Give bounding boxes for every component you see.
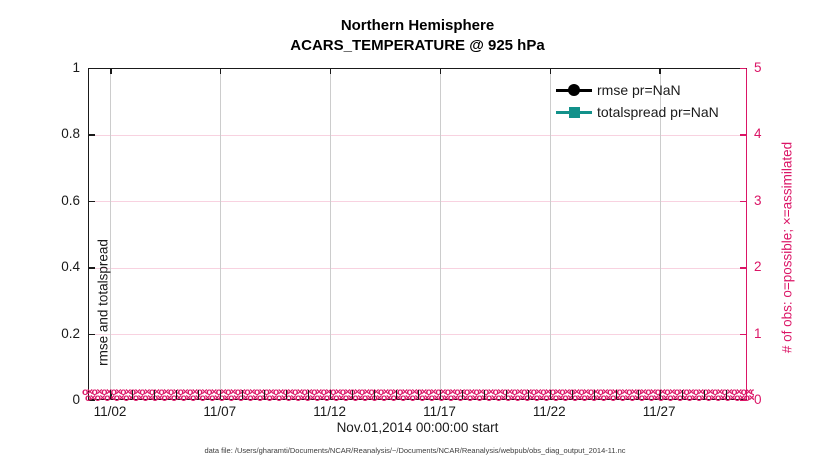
bottom-axis-minor-tick xyxy=(615,390,617,399)
legend-item-label: rmse pr=NaN xyxy=(597,82,681,98)
obs-marker-row-assimilated: o×o×o×o×o×o×o×o×o×o×o×o×o×o×o×o×o×o×o×o×… xyxy=(85,392,754,403)
right-y-axis-label: # of obs: o=possible; ×=assimilated xyxy=(779,141,795,354)
bottom-axis-minor-tick xyxy=(703,390,705,399)
legend-sample-line xyxy=(556,105,592,119)
bottom-axis-minor-tick xyxy=(242,390,244,399)
right-axis-tick xyxy=(740,267,746,269)
bottom-axis-minor-tick xyxy=(725,390,727,399)
bottom-axis-minor-tick xyxy=(264,390,266,399)
right-y-tick-label: 3 xyxy=(754,192,762,208)
top-axis-major-tick xyxy=(659,69,661,74)
right-axis-tick xyxy=(740,68,746,70)
left-axis-tick xyxy=(89,267,95,269)
right-y-tick-label: 4 xyxy=(754,126,762,142)
legend-item: rmse pr=NaN xyxy=(556,79,719,101)
left-y-tick-label: 0.6 xyxy=(61,192,80,208)
rmse-circle-marker-icon xyxy=(568,84,580,96)
legend-item-label: totalspread pr=NaN xyxy=(597,104,719,120)
totalspread-square-marker-icon xyxy=(569,107,580,118)
top-axis-major-tick xyxy=(439,69,442,74)
chart-subtitle: ACARS_TEMPERATURE @ 925 hPa xyxy=(290,37,545,54)
top-axis-major-tick xyxy=(110,69,112,74)
legend-item: totalspread pr=NaN xyxy=(556,101,719,123)
bottom-axis-minor-tick xyxy=(286,390,288,399)
bottom-axis-minor-tick xyxy=(418,390,419,399)
right-axis-tick xyxy=(740,134,746,136)
bottom-axis-minor-tick xyxy=(593,390,595,399)
bottom-axis-minor-tick xyxy=(330,390,332,399)
bottom-axis-minor-tick xyxy=(439,390,441,399)
right-y-tick-label: 0 xyxy=(754,392,762,407)
top-axis-major-tick xyxy=(549,69,551,74)
legend: rmse pr=NaN totalspread pr=NaN xyxy=(556,79,719,123)
bottom-axis-minor-tick xyxy=(527,390,529,399)
right-y-tick-label: 2 xyxy=(754,259,762,275)
vertical-gridline xyxy=(220,69,222,399)
top-axis-major-tick xyxy=(220,69,222,74)
vertical-gridline xyxy=(439,69,441,399)
bottom-axis-minor-tick xyxy=(461,390,463,399)
top-axis-major-tick xyxy=(329,69,332,74)
vertical-gridline xyxy=(549,69,551,399)
left-axis-tick xyxy=(89,333,95,335)
vertical-gridline xyxy=(330,69,332,399)
x-tick-label: 11/22 xyxy=(532,404,566,419)
horizontal-gridline xyxy=(89,334,746,336)
left-axis-tick xyxy=(89,400,95,402)
bottom-axis-minor-tick xyxy=(681,390,683,399)
left-y-tick-label: 1 xyxy=(72,60,80,75)
left-axis-tick xyxy=(89,134,95,136)
vertical-gridline xyxy=(110,69,112,399)
vertical-gridline xyxy=(659,69,661,399)
left-axis-tick xyxy=(89,68,95,70)
bottom-axis-minor-tick xyxy=(374,390,376,399)
horizontal-gridline xyxy=(89,201,746,203)
left-y-tick-label: 0.4 xyxy=(61,259,80,275)
x-tick-label: 11/17 xyxy=(423,404,456,419)
right-axis-tick xyxy=(740,333,746,335)
bottom-axis-minor-tick xyxy=(154,390,156,399)
x-axis-label: Nov.01,2014 00:00:00 start xyxy=(336,420,499,435)
bottom-axis-minor-tick xyxy=(549,390,551,399)
left-axis-tick xyxy=(89,200,95,203)
x-tick-label: 11/07 xyxy=(203,404,237,419)
x-tick-label: 11/27 xyxy=(642,404,676,419)
bottom-axis-minor-tick xyxy=(176,390,178,399)
x-tick-label: 11/02 xyxy=(93,404,127,419)
bottom-axis-minor-tick xyxy=(571,390,573,399)
chart-title: Northern Hemisphere xyxy=(340,17,495,34)
right-y-tick-label: 1 xyxy=(754,325,762,341)
legend-sample-line xyxy=(556,83,592,97)
bottom-axis-minor-tick xyxy=(110,390,112,399)
right-y-tick-label: 5 xyxy=(754,60,762,75)
bottom-axis-minor-tick xyxy=(132,390,134,399)
bottom-axis-minor-tick xyxy=(659,390,661,399)
horizontal-gridline xyxy=(89,134,746,136)
data-file-footnote: data file: /Users/gharamti/Documents/NCA… xyxy=(204,446,626,455)
bottom-axis-minor-tick xyxy=(505,390,507,399)
plot-area: o×o×o×o×o×o×o×o×o×o×o×o×o×o×o×o×o×o×o×o×… xyxy=(82,68,754,403)
bottom-axis-minor-tick xyxy=(198,390,200,399)
chart-title-block: Northern Hemisphere ACARS_TEMPERATURE @ … xyxy=(88,16,747,56)
bottom-axis-minor-tick xyxy=(220,390,222,399)
left-y-tick-label: 0.2 xyxy=(61,325,80,341)
x-tick-label: 11/12 xyxy=(313,404,347,419)
bottom-axis-minor-tick xyxy=(637,390,639,399)
right-axis-tick xyxy=(740,400,746,402)
right-axis-tick xyxy=(740,200,746,203)
bottom-axis-minor-tick xyxy=(352,390,354,399)
bottom-axis-minor-tick xyxy=(483,390,485,399)
horizontal-gridline xyxy=(89,267,746,269)
bottom-axis-minor-tick xyxy=(396,390,398,399)
left-y-tick-label: 0.8 xyxy=(61,126,80,142)
bottom-axis-minor-tick xyxy=(308,390,310,399)
left-y-tick-label: 0 xyxy=(72,392,80,407)
